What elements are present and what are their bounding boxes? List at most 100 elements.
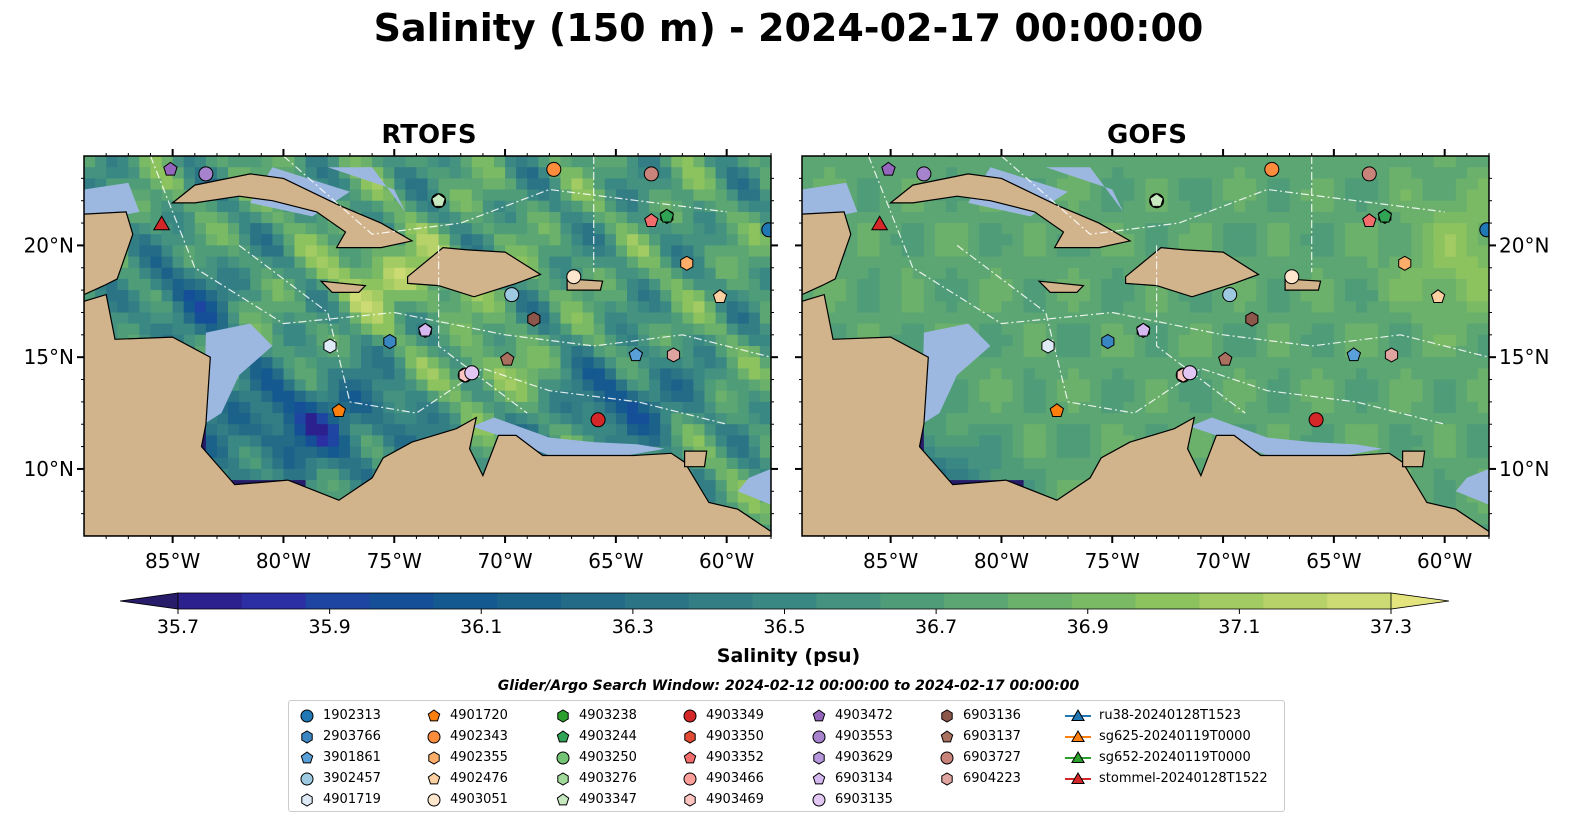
field-cell bbox=[604, 390, 617, 403]
field-cell bbox=[194, 211, 207, 224]
field-cell bbox=[1056, 267, 1069, 280]
field-cell bbox=[349, 156, 362, 168]
field-cell bbox=[560, 223, 573, 235]
field-cell bbox=[1433, 357, 1446, 369]
field-cell bbox=[946, 301, 958, 314]
field-cell bbox=[715, 223, 728, 235]
field-cell bbox=[1289, 368, 1302, 381]
field-cell bbox=[990, 468, 1003, 481]
field-cell bbox=[737, 468, 750, 481]
field-cell bbox=[979, 446, 991, 459]
field-cell bbox=[704, 357, 717, 369]
field-cell bbox=[1466, 156, 1479, 168]
field-cell bbox=[338, 357, 351, 369]
field-cell bbox=[527, 245, 539, 258]
field-cell bbox=[1189, 413, 1202, 425]
field-cell bbox=[1200, 178, 1213, 191]
field-cell bbox=[1477, 256, 1489, 269]
field-cell bbox=[161, 200, 174, 213]
field-cell bbox=[217, 200, 229, 213]
field-cell bbox=[935, 223, 947, 235]
field-cell bbox=[527, 234, 539, 246]
field-cell bbox=[471, 435, 484, 448]
field-cell bbox=[538, 278, 550, 291]
field-cell bbox=[1322, 357, 1335, 369]
field-cell bbox=[505, 346, 517, 358]
glider-stommel-20240128T1522 bbox=[870, 215, 889, 231]
field-cell bbox=[1356, 357, 1368, 369]
field-cell bbox=[128, 267, 140, 280]
field-cell bbox=[1245, 245, 1257, 258]
field-cell bbox=[715, 457, 728, 470]
field-cell bbox=[1145, 211, 1158, 224]
field-cell bbox=[427, 245, 440, 258]
field-cell bbox=[1333, 278, 1346, 291]
field-cell bbox=[979, 245, 991, 258]
field-cell bbox=[239, 446, 251, 459]
field-cell bbox=[604, 189, 617, 202]
field-cell bbox=[1322, 200, 1335, 213]
field-cell bbox=[1079, 178, 1091, 191]
field-cell bbox=[1389, 200, 1401, 213]
field-cell bbox=[1466, 368, 1479, 381]
field-cell bbox=[649, 435, 661, 448]
field-cell bbox=[1389, 178, 1401, 191]
field-cell bbox=[582, 401, 595, 414]
field-cell bbox=[1023, 167, 1036, 179]
field-cell bbox=[338, 200, 351, 213]
field-cell bbox=[1322, 156, 1335, 168]
field-cell bbox=[1023, 435, 1036, 448]
field-cell bbox=[560, 256, 573, 269]
field-cell bbox=[239, 379, 251, 392]
field-cell bbox=[1067, 200, 1080, 213]
field-cell bbox=[427, 390, 440, 403]
field-cell bbox=[305, 156, 318, 168]
field-cell bbox=[438, 223, 451, 235]
field-cell bbox=[272, 390, 285, 403]
field-cell bbox=[1023, 223, 1036, 235]
field-cell bbox=[649, 156, 661, 168]
field-cell bbox=[1367, 178, 1379, 191]
field-cell bbox=[183, 256, 196, 269]
field-cell bbox=[294, 334, 307, 347]
field-cell bbox=[935, 457, 947, 470]
field-cell bbox=[715, 368, 728, 381]
field-cell bbox=[1112, 245, 1124, 258]
field-cell bbox=[759, 323, 771, 336]
field-cell bbox=[294, 457, 307, 470]
field-cell bbox=[416, 223, 429, 235]
field-cell bbox=[527, 390, 539, 403]
field-cell bbox=[449, 189, 462, 202]
field-cell bbox=[527, 200, 539, 213]
legend-symbol bbox=[683, 772, 697, 785]
field-cell bbox=[549, 156, 562, 168]
field-cell bbox=[250, 312, 262, 325]
field-cell bbox=[272, 323, 285, 336]
field-cell bbox=[527, 401, 539, 414]
field-cell bbox=[161, 267, 174, 280]
field-cell bbox=[349, 379, 362, 392]
field-cell bbox=[1223, 200, 1235, 213]
field-cell bbox=[1067, 424, 1080, 436]
field-cell bbox=[1444, 446, 1457, 459]
field-cell bbox=[726, 178, 739, 191]
field-cell bbox=[571, 424, 584, 436]
colorbar-bin bbox=[241, 593, 307, 609]
field-cell bbox=[128, 178, 140, 191]
field-cell bbox=[372, 245, 384, 258]
field-cell bbox=[1356, 234, 1368, 246]
field-cell bbox=[1466, 323, 1479, 336]
field-cell bbox=[1289, 156, 1302, 168]
field-cell bbox=[923, 223, 936, 235]
field-cell bbox=[1234, 278, 1246, 291]
land-mass bbox=[84, 211, 134, 296]
field-cell bbox=[228, 301, 240, 314]
field-cell bbox=[305, 368, 318, 381]
field-cell bbox=[327, 379, 340, 392]
field-cell bbox=[1256, 200, 1268, 213]
field-cell bbox=[957, 446, 969, 459]
map-panels bbox=[83, 155, 1490, 537]
field-cell bbox=[1023, 211, 1036, 224]
field-cell bbox=[737, 457, 750, 470]
